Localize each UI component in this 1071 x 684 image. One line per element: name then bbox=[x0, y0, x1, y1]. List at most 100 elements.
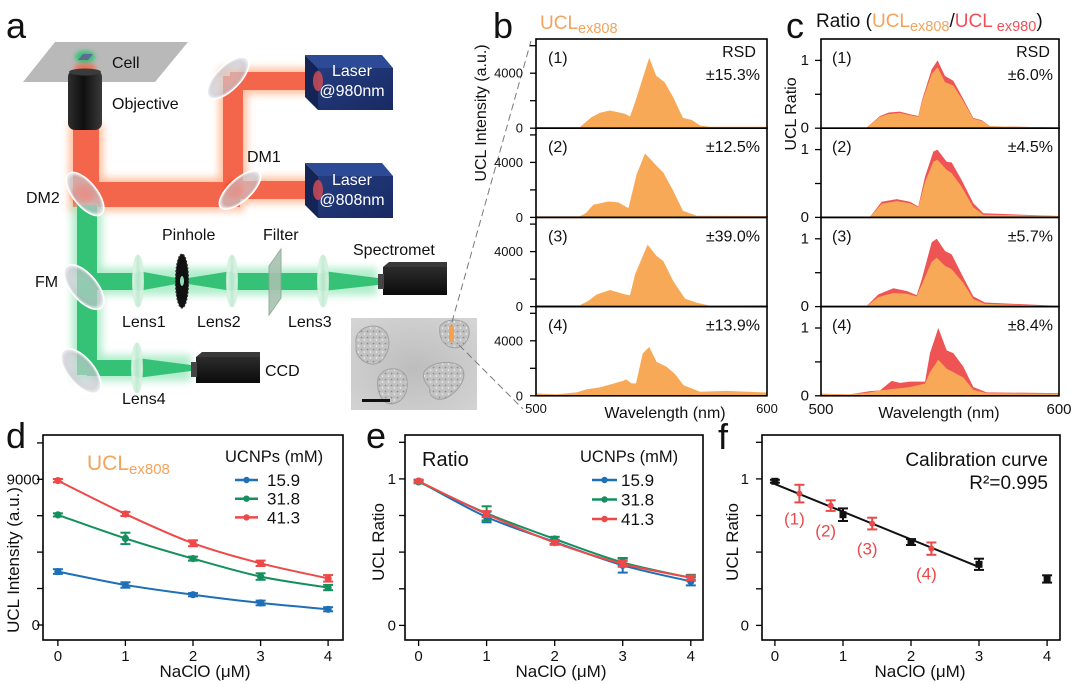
legend-item: 41.3 bbox=[235, 508, 300, 527]
y-tick-label: 1 bbox=[801, 230, 809, 247]
sample-label: (2) bbox=[815, 522, 836, 541]
cell-body bbox=[377, 368, 408, 405]
laser-808-label-line2: @808nm bbox=[319, 192, 384, 209]
title-denominator-subscript: ex980 bbox=[997, 19, 1037, 35]
x-axis-label: Wavelength (nm) bbox=[878, 405, 999, 422]
x-tick-label: 600 bbox=[1046, 401, 1071, 418]
subplot-4: 0 1 (4) ±8.4% bbox=[801, 305, 1060, 404]
label-spectrometer: Spectromet bbox=[353, 242, 435, 259]
rsd-value: ±6.0% bbox=[1008, 67, 1053, 84]
scale-bar bbox=[362, 399, 390, 402]
spectrum-area bbox=[821, 257, 1059, 307]
series-standards bbox=[769, 477, 1053, 584]
laser-980-label-line1: Laser bbox=[332, 63, 373, 80]
data-point bbox=[324, 584, 332, 592]
subplot-2: 0 1 (2) ±4.5% bbox=[801, 127, 1060, 226]
pinhole-aperture bbox=[180, 276, 184, 286]
legend-label: 15.9 bbox=[621, 471, 654, 490]
x-tick-label: 3 bbox=[619, 648, 627, 665]
data-point bbox=[189, 555, 197, 563]
spectrometer-top bbox=[383, 262, 447, 267]
y-tick-label: 0 bbox=[516, 299, 523, 314]
x-tick-label: 0 bbox=[54, 648, 62, 665]
x-tick-label: 2 bbox=[189, 648, 197, 665]
panel-c: c Ratio (UCLex808/UCL ex980) 01 (1)±6.0%RS… bbox=[783, 5, 1071, 422]
line-plot-d: 0 9000 0 1 2 3 4 NaClO (μM) UCL Intensity (a.u.)… bbox=[4, 434, 344, 681]
y-tick-label: 9000 bbox=[7, 471, 40, 488]
title-separator: / bbox=[950, 11, 956, 32]
panel-label-c: c bbox=[786, 5, 804, 46]
panel-f: f 0 1 0 1 2 3 4 NaClO (μM) UCL Ratio (1) (2) (3) (4)… bbox=[718, 416, 1061, 681]
laser-808-label-line1: Laser bbox=[332, 172, 373, 189]
beam-diverge bbox=[182, 271, 232, 291]
data-point bbox=[827, 502, 834, 509]
ccd-body bbox=[196, 357, 260, 383]
y-axis-label: UCL Intensity (a.u.) bbox=[4, 487, 23, 633]
beam-converge bbox=[137, 358, 191, 378]
label-dm1: DM1 bbox=[247, 149, 281, 166]
x-tick-label: 2 bbox=[907, 648, 915, 665]
data-point bbox=[839, 511, 847, 519]
title-numerator-subscript: ex808 bbox=[910, 19, 950, 35]
beam-segment bbox=[240, 181, 318, 199]
ccd-camera-icon bbox=[191, 352, 260, 383]
y-tick-label: 0 bbox=[388, 617, 396, 634]
data-point bbox=[324, 605, 332, 613]
subplot-1: 0 1 (1) ±6.0% RSD bbox=[801, 38, 1060, 137]
data-point bbox=[796, 490, 803, 497]
spectrum-area bbox=[536, 57, 767, 129]
data-point bbox=[771, 477, 779, 485]
panel-label-f: f bbox=[718, 416, 729, 457]
label-cell: Cell bbox=[112, 55, 140, 72]
x-axis-label: Wavelength (nm) bbox=[604, 405, 725, 422]
title-prefix: Ratio ( bbox=[816, 11, 873, 32]
laser-top-face bbox=[305, 163, 393, 176]
subplot-3: 0 4000 (3) ±39.0% bbox=[494, 216, 768, 314]
legend-swatch-marker bbox=[243, 476, 250, 484]
title-main: UCL bbox=[87, 452, 129, 475]
title-subscript: ex808 bbox=[129, 461, 170, 478]
spectra-plot-c: 0 1 (1) ±6.0% RSD 0 1 (2) ±4.5% 0 1 (3) ±5.7% 0 1 (4) ±8… bbox=[783, 38, 1071, 422]
subplot-frame bbox=[535, 305, 768, 397]
calibration-plot-f: 0 1 0 1 2 3 4 NaClO (μM) UCL Ratio (1) (2) (3) (4) bbox=[723, 434, 1061, 681]
y-tick-label: 0 bbox=[516, 388, 523, 403]
data-point bbox=[54, 477, 62, 485]
subplot-label: (3) bbox=[548, 228, 568, 245]
panel-d-title: UCLex808 bbox=[87, 452, 170, 478]
laser-front-face bbox=[318, 68, 393, 110]
data-point bbox=[257, 559, 265, 567]
rsd-value: ±13.9% bbox=[706, 318, 760, 335]
fit-line bbox=[774, 483, 978, 568]
ccd-port bbox=[191, 362, 197, 377]
laser-side-face bbox=[305, 163, 318, 218]
series-41.3 bbox=[52, 477, 334, 583]
legend-label: 41.3 bbox=[267, 508, 300, 527]
rsd-value: ±8.4% bbox=[1008, 318, 1053, 335]
x-tick-label: 0 bbox=[414, 648, 422, 665]
subplot-3: 0 1 (3) ±5.7% bbox=[801, 216, 1060, 315]
sample-label: (4) bbox=[916, 565, 937, 584]
y-tick-label: 0 bbox=[516, 210, 523, 225]
spectrum-area bbox=[821, 359, 1059, 396]
cell-body bbox=[355, 325, 390, 365]
subplot-label: (3) bbox=[832, 228, 852, 245]
data-point bbox=[975, 560, 983, 568]
y-tick-label: 0 bbox=[32, 617, 40, 634]
spectrometer-icon bbox=[378, 262, 447, 295]
x-tick-label: 500 bbox=[525, 401, 547, 416]
legend-item: 31.8 bbox=[592, 491, 654, 510]
y-tick-label: 1 bbox=[801, 52, 809, 69]
dichroic-mirror-dm2 bbox=[65, 171, 105, 217]
data-point bbox=[189, 591, 197, 599]
y-tick-label: 4000 bbox=[494, 333, 523, 348]
series-31.8 bbox=[52, 511, 334, 592]
sample-label: (1) bbox=[784, 510, 805, 529]
beam-segment bbox=[230, 72, 318, 90]
line-plot-e: 0 1 0 1 2 3 4 NaClO (μM) UCL Ratio UCNPs (mM) 15.9… bbox=[369, 434, 704, 681]
objective-top bbox=[69, 68, 101, 76]
spectrum-area bbox=[536, 346, 767, 396]
spectra-plot-b: 0 4000 (1) ±15.3% RSD 0 4000 (2) ±12.5% 0 4000 (3) ±… bbox=[473, 38, 778, 422]
y-tick-label: 0 bbox=[516, 121, 523, 136]
beam-converge bbox=[323, 271, 378, 291]
legend-swatch-marker bbox=[243, 514, 250, 521]
